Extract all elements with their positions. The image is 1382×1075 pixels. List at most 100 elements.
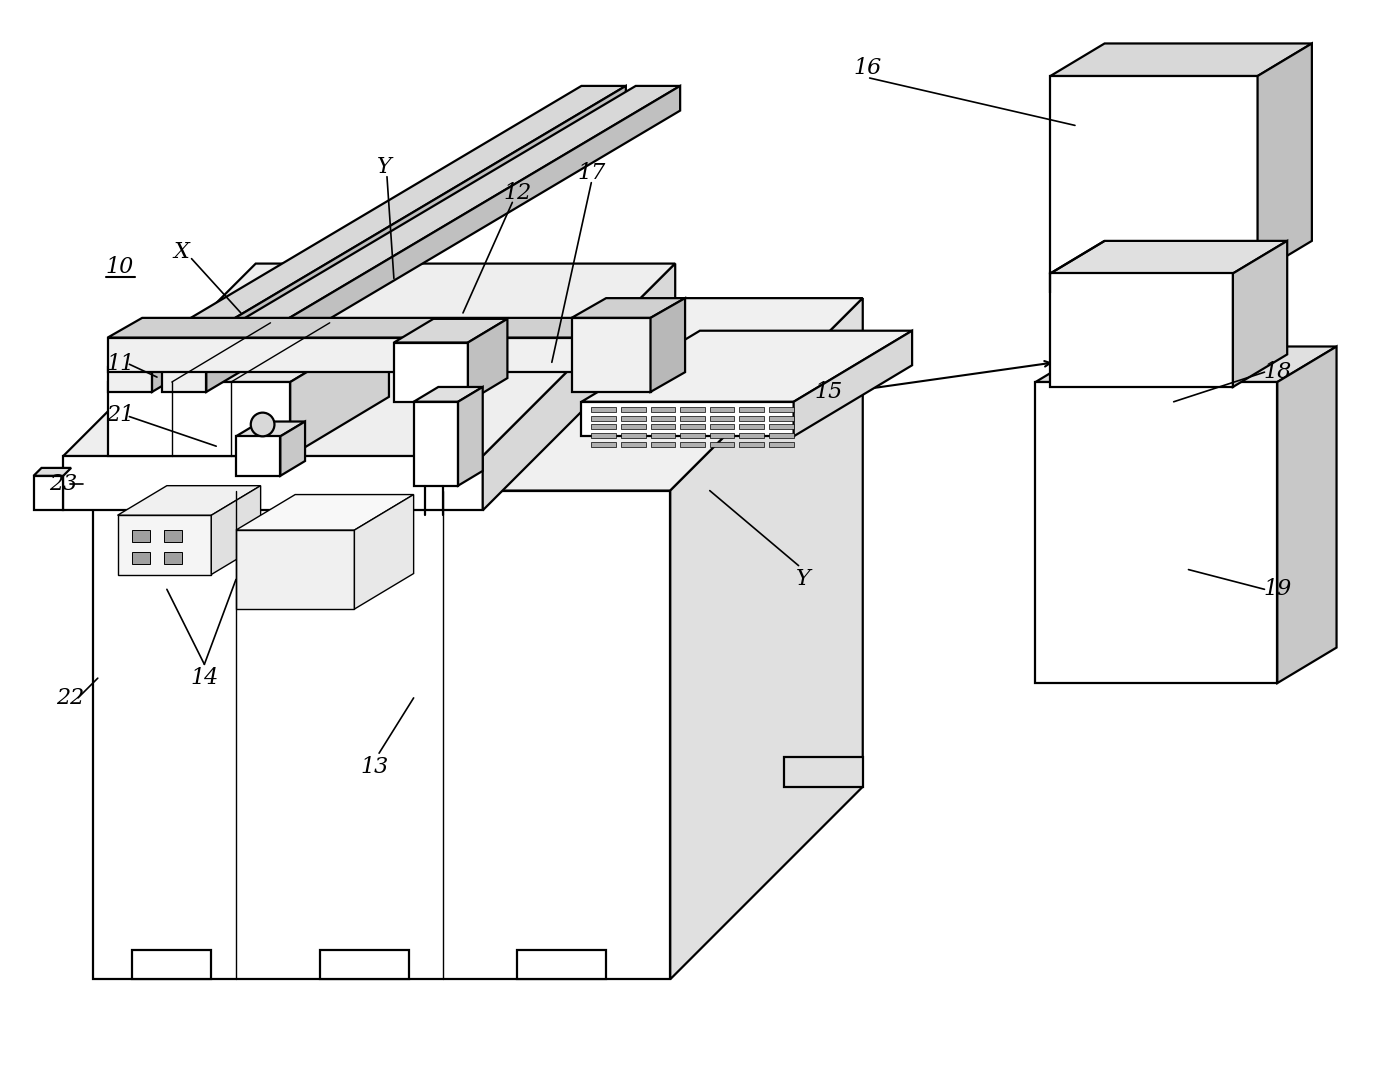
Polygon shape [710,416,734,420]
Polygon shape [739,442,764,447]
Polygon shape [281,421,305,476]
Polygon shape [768,442,793,447]
Polygon shape [710,433,734,439]
Polygon shape [133,949,211,979]
Polygon shape [582,331,912,402]
Polygon shape [1233,241,1287,387]
Polygon shape [680,442,705,447]
Polygon shape [93,490,670,979]
Polygon shape [236,421,305,436]
Circle shape [250,413,275,436]
Polygon shape [162,368,206,392]
Polygon shape [108,382,290,456]
Polygon shape [236,494,413,530]
Polygon shape [108,318,661,338]
Polygon shape [768,406,793,412]
Polygon shape [1050,273,1233,387]
Polygon shape [108,86,626,368]
Polygon shape [1277,346,1336,683]
Text: 22: 22 [57,687,84,708]
Polygon shape [1258,43,1312,273]
Text: 19: 19 [1263,578,1291,600]
Polygon shape [768,433,793,439]
Polygon shape [93,298,862,490]
Polygon shape [621,416,645,420]
Polygon shape [591,433,616,439]
Polygon shape [290,322,388,456]
Polygon shape [710,406,734,412]
Polygon shape [621,406,645,412]
Polygon shape [152,86,626,392]
Polygon shape [64,456,482,511]
Text: 12: 12 [503,182,532,203]
Text: 14: 14 [191,668,218,689]
Polygon shape [651,425,676,429]
Text: Y: Y [796,569,811,590]
Polygon shape [108,322,388,382]
Polygon shape [468,319,507,402]
Polygon shape [33,468,70,476]
Polygon shape [768,425,793,429]
Polygon shape [108,338,626,372]
Polygon shape [1035,346,1336,382]
Polygon shape [1050,76,1258,273]
Polygon shape [710,425,734,429]
Text: 17: 17 [578,161,605,184]
Polygon shape [482,263,676,511]
Polygon shape [572,318,651,392]
Polygon shape [162,86,680,368]
Polygon shape [651,433,676,439]
Polygon shape [710,442,734,447]
Polygon shape [413,402,457,486]
Polygon shape [206,86,680,392]
Polygon shape [680,406,705,412]
Polygon shape [1050,241,1287,273]
Polygon shape [133,551,151,563]
Polygon shape [211,486,261,574]
Polygon shape [680,425,705,429]
Polygon shape [739,425,764,429]
Polygon shape [784,757,862,787]
Polygon shape [621,442,645,447]
Polygon shape [680,416,705,420]
Polygon shape [739,433,764,439]
Polygon shape [394,319,507,343]
Polygon shape [517,949,607,979]
Polygon shape [768,416,793,420]
Text: 23: 23 [50,473,77,494]
Polygon shape [236,530,354,610]
Polygon shape [651,406,676,412]
Polygon shape [680,433,705,439]
Polygon shape [591,406,616,412]
Polygon shape [651,416,676,420]
Polygon shape [236,436,281,476]
Polygon shape [108,368,152,392]
Polygon shape [1050,43,1312,76]
Polygon shape [1035,382,1277,683]
Text: 18: 18 [1263,361,1291,383]
Polygon shape [319,949,409,979]
Polygon shape [651,442,676,447]
Text: 13: 13 [361,756,388,778]
Polygon shape [354,494,413,610]
Text: 21: 21 [106,403,134,426]
Polygon shape [582,402,793,436]
Text: Y: Y [377,156,391,177]
Polygon shape [739,416,764,420]
Text: 10: 10 [105,256,134,277]
Polygon shape [117,515,211,574]
Polygon shape [457,387,482,486]
Polygon shape [164,530,181,542]
Polygon shape [394,343,468,402]
Polygon shape [164,551,181,563]
Polygon shape [651,298,685,392]
Polygon shape [739,406,764,412]
Polygon shape [793,331,912,436]
Polygon shape [1050,241,1104,273]
Polygon shape [33,476,64,511]
Polygon shape [621,425,645,429]
Polygon shape [117,486,261,515]
Polygon shape [591,425,616,429]
Text: X: X [174,241,189,262]
Polygon shape [621,433,645,439]
